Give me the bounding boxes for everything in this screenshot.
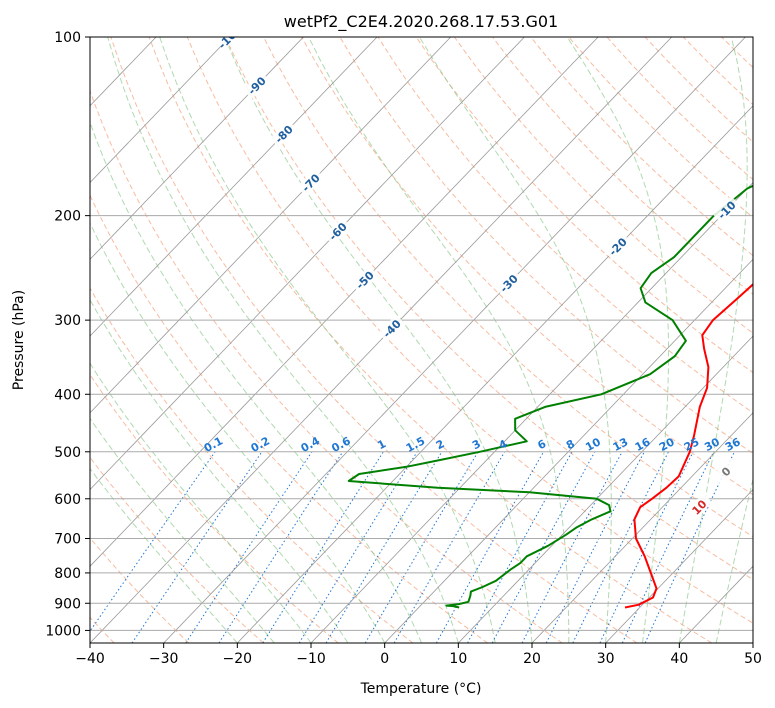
- dry-adiabat-label-bg: [494, 269, 523, 297]
- dry-adiabat-label-bg: [269, 120, 298, 148]
- isotherm-line: [531, 412, 753, 643]
- y-tick-label: 1000: [45, 623, 81, 639]
- dry-adiabat-line: [90, 537, 190, 643]
- x-tick-label: −40: [75, 651, 105, 667]
- mixing-ratio-label: 16: [633, 435, 653, 454]
- x-tick-label: 20: [523, 651, 541, 667]
- moist-adiabat-line: [90, 467, 238, 643]
- isobars: [90, 37, 753, 631]
- x-axis: −40 −30 −20 −10 0 10 20 30 40 50: [75, 643, 762, 667]
- isotherm-line: [90, 37, 673, 643]
- mixing-ratio-line: [325, 451, 443, 643]
- moist-adiabat-line: [566, 37, 670, 643]
- moist-adiabat-line: [90, 362, 312, 643]
- profile-series: [347, 184, 753, 609]
- mixing-ratio-label: 20: [657, 435, 677, 454]
- y-tick-label: 400: [54, 387, 81, 403]
- isotherm-line: [605, 488, 753, 643]
- isotherm-line: [384, 258, 753, 643]
- chart-title: wetPf2_C2E4.2020.268.17.53.G01: [284, 12, 558, 32]
- dry-adiabat-line: [148, 37, 712, 643]
- isotherm-line: [310, 182, 753, 643]
- isotherm-line: [163, 37, 746, 643]
- y-axis-label: Pressure (hPa): [11, 290, 27, 390]
- isotherms: [90, 37, 753, 643]
- moist-adiabat-line: [308, 37, 570, 643]
- y-tick-label: 500: [54, 445, 81, 461]
- dry-adiabat-label-bg: [350, 265, 379, 294]
- dry-adiabat-label-bg: [296, 168, 325, 197]
- mixing-ratio-label: 25: [682, 435, 702, 454]
- moist-adiabat-line: [418, 37, 612, 643]
- mixing-ratio-line: [131, 451, 263, 643]
- mixing-ratio-label: 10: [583, 435, 603, 454]
- dry-adiabat-line: [90, 373, 339, 643]
- mixing-ratio-line: [185, 451, 313, 643]
- x-axis-label: Temperature (°C): [360, 681, 482, 697]
- y-tick-label: 600: [54, 492, 81, 508]
- dry-adiabat-label-bg: [242, 71, 271, 100]
- mixing-ratio-label: 13: [611, 435, 631, 454]
- dry-adiabat-line: [186, 37, 753, 624]
- dry-adiabat-line: [415, 37, 753, 374]
- dry-adiabat-line: [90, 194, 488, 643]
- x-tick-label: −30: [149, 651, 179, 667]
- y-tick-label: 800: [54, 566, 81, 582]
- dry-adiabat-line: [453, 37, 753, 334]
- dry-adiabat-label-bg: [712, 195, 741, 224]
- temperature-line: [624, 283, 753, 609]
- dewpoint-line: [347, 184, 753, 609]
- moist-adiabat-line: [90, 298, 349, 643]
- mixing-ratio-label: 30: [702, 435, 722, 454]
- plot-area: 0.1 0.2 0.4 0.6 1 1.5 2 3 4 6 8 10 13 16 20 25 30 36-100-…: [90, 37, 753, 643]
- dry-adiabat-label-bg: [685, 493, 713, 521]
- mixing-ratio-line: [435, 451, 545, 643]
- isotherm-line: [90, 37, 452, 414]
- mixing-ratio-line: [467, 451, 573, 643]
- x-tick-label: −10: [296, 651, 326, 667]
- isotherm-line: [237, 105, 753, 643]
- x-tick-label: 50: [744, 651, 762, 667]
- moist-adiabat-line: [90, 221, 386, 643]
- y-tick-label: 100: [54, 30, 81, 46]
- dry-adiabat-line: [339, 37, 753, 455]
- reference-labels: 0.1 0.2 0.4 0.6 1 1.5 2 3 4 6 8 10 13 16 20 25 30 36-100-…: [202, 37, 743, 521]
- mixing-ratio-line: [262, 451, 384, 643]
- y-tick-label: 900: [54, 596, 81, 612]
- dry-adiabat-line: [90, 89, 563, 643]
- y-tick-label: 300: [54, 313, 81, 329]
- y-tick-label: 200: [54, 209, 81, 225]
- dry-adiabat-line: [224, 37, 753, 581]
- moist-adiabat-line: [90, 417, 275, 643]
- dry-adiabat-label-bg: [215, 37, 244, 51]
- moist-adiabat-line: [90, 121, 422, 643]
- dry-adiabat-label-bg: [603, 232, 632, 261]
- mixing-ratio-line: [599, 451, 694, 643]
- dry-adiabat-label-bg: [323, 217, 352, 245]
- dry-adiabat-line: [90, 456, 264, 643]
- mixing-ratio-line: [572, 451, 669, 643]
- moist-adiabat-line: [678, 37, 748, 643]
- isotherm-line: [90, 37, 599, 567]
- dry-adiabat-label-bg: [377, 314, 406, 343]
- x-tick-label: 0: [380, 651, 389, 667]
- x-tick-label: 30: [597, 651, 615, 667]
- mixing-ratio-line: [90, 451, 216, 633]
- plot-frame: [89, 36, 754, 644]
- y-axis: 100 200 300 400 500 600 700 800 900 1000: [45, 30, 90, 639]
- dry-adiabat-label-bg: [711, 457, 740, 486]
- isotherm-line: [90, 37, 231, 184]
- moist-adiabat-line: [224, 37, 533, 643]
- mixing-ratio-line: [218, 451, 344, 643]
- y-tick-label: 700: [54, 532, 81, 548]
- mixing-ratio-label: 36: [723, 435, 743, 454]
- x-tick-label: −20: [223, 651, 253, 667]
- moist-adiabat-line: [107, 37, 459, 643]
- isotherm-line: [90, 37, 525, 491]
- x-tick-label: 10: [449, 651, 467, 667]
- isotherm-line: [90, 37, 304, 260]
- x-tick-label: 40: [670, 651, 688, 667]
